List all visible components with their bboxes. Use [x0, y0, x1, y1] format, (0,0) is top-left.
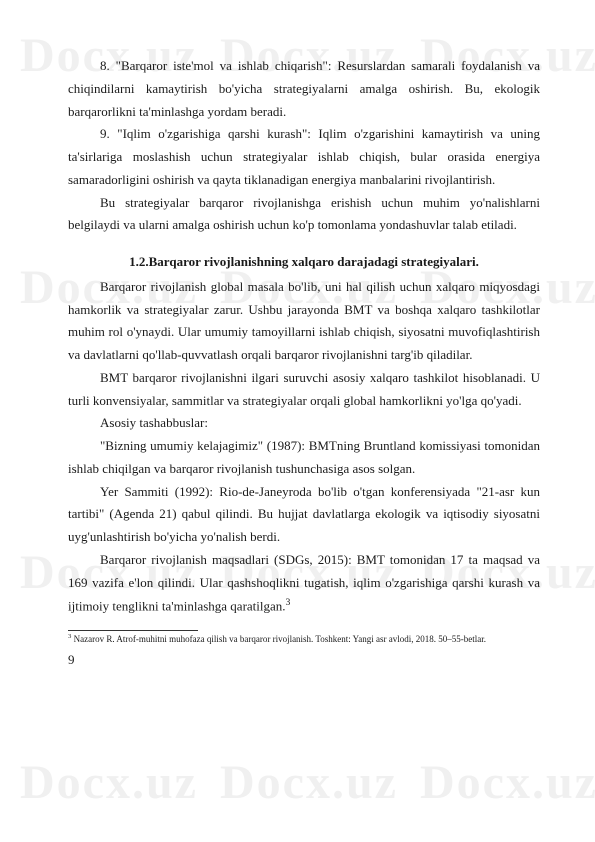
paragraph-sdgs: Barqaror rivojlanish maqsadlari (SDGs, 2… [68, 549, 540, 619]
paragraph-item-8: 8. "Barqaror iste'mol va ishlab chiqaris… [68, 55, 540, 123]
paragraph-summary: Bu strategiyalar barqaror rivojlanishga … [68, 192, 540, 238]
section-heading: 1.2.Barqaror rivojlanishning xalqaro dar… [68, 251, 540, 274]
document-content: 8. "Barqaror iste'mol va ishlab chiqaris… [0, 0, 595, 692]
paragraph-asosiy: Asosiy tashabbuslar: [68, 412, 540, 435]
watermark: Docx.uz [220, 755, 398, 810]
paragraph-item-9: 9. "Iqlim o'zgarishiga qarshi kurash": I… [68, 123, 540, 191]
paragraph-bmt: BMT barqaror rivojlanishni ilgari suruvc… [68, 367, 540, 413]
paragraph-intro: Barqaror rivojlanish global masala bo'li… [68, 276, 540, 367]
footnote-ref: 3 [286, 597, 291, 608]
page-number: 9 [68, 649, 540, 672]
watermark: Docx.uz [20, 755, 198, 810]
footnote-text: 3 Nazarov R. Atrof-muhitni muhofaza qili… [68, 633, 540, 646]
footnote-separator [68, 630, 198, 631]
paragraph-yer: Yer Sammiti (1992): Rio-de-Janeyroda bo'… [68, 481, 540, 549]
paragraph-bizning: "Bizning umumiy kelajagimiz" (1987): BMT… [68, 435, 540, 481]
watermark: Docx.uz [420, 755, 595, 810]
